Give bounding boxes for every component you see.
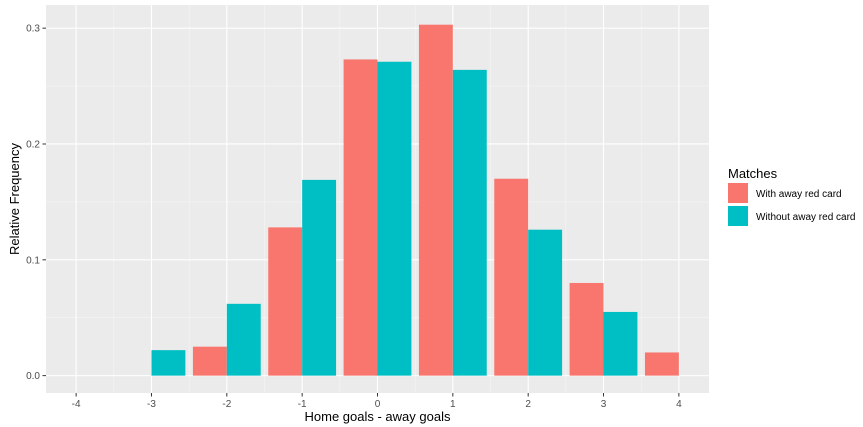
bar-without-red-card-0 [377,61,412,376]
bar-with-red-card-1 [418,24,453,376]
x-tick-label: 4 [676,399,682,410]
bar-without-red-card-2 [528,229,563,376]
x-tick-label: -1 [298,399,307,410]
x-tick-label: 1 [450,399,456,410]
bar-without-red-card-3 [603,311,638,376]
legend-label-with-red-card: With away red card [756,189,842,200]
axis-ticks [42,27,680,397]
bars [151,24,679,376]
x-tick-label: 0 [375,399,381,410]
legend-swatch-without-red-card [728,206,748,226]
bar-with-red-card--2 [192,346,227,376]
bar-without-red-card--1 [302,179,337,376]
x-axis-title: Home goals - away goals [305,409,451,424]
axis-tick-labels: -4 -3 -2 -1 0 1 2 3 4 0.0 0.1 0.2 0.3 [26,24,682,410]
bar-with-red-card-0 [343,59,378,376]
x-tick-label: 3 [601,399,607,410]
x-tick-label: -3 [147,399,156,410]
x-tick-label: 2 [525,399,531,410]
legend-title: Matches [728,166,778,181]
y-tick-label: 0.0 [26,371,40,382]
bar-without-red-card-1 [452,69,487,376]
bar-with-red-card--1 [268,227,303,376]
bar-with-red-card-2 [494,178,529,376]
y-tick-label: 0.1 [26,255,40,266]
bar-with-red-card-4 [644,352,679,376]
x-tick-label: -2 [222,399,231,410]
bar-with-red-card-3 [569,282,604,376]
legend-label-without-red-card: Without away red card [756,212,856,223]
x-tick-label: -4 [72,399,81,410]
y-tick-label: 0.2 [26,139,40,150]
y-axis-title: Relative Frequency [7,143,22,255]
y-tick-label: 0.3 [26,24,40,35]
bar-without-red-card--2 [226,303,261,376]
legend: Matches With away red card Without away r… [728,166,856,226]
bar-without-red-card--3 [151,350,186,376]
legend-swatch-with-red-card [728,183,748,203]
